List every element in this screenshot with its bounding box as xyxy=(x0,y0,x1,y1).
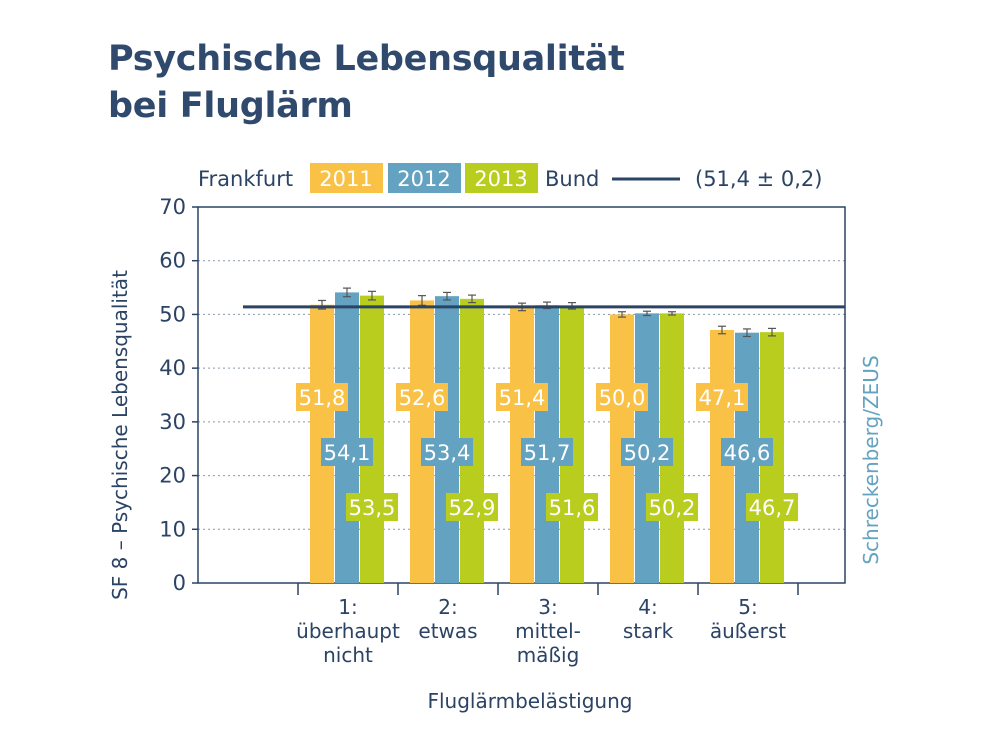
data-label-2013: 46,7 xyxy=(749,496,796,520)
chart-title-line-2: bei Fluglärm xyxy=(108,86,353,126)
data-label-box-2011 xyxy=(596,383,648,411)
data-label-2013: 52,9 xyxy=(449,496,496,520)
data-label-box-2013 xyxy=(646,493,698,521)
data-label-box-2013 xyxy=(346,493,398,521)
x-axis-title: Fluglärmbelästigung xyxy=(428,689,633,713)
data-label-2011: 51,4 xyxy=(499,386,546,410)
x-category-label: 1: xyxy=(338,595,357,619)
legend-swatch-2013 xyxy=(465,163,538,193)
data-label-2012: 50,2 xyxy=(624,441,671,465)
y-tick-label: 70 xyxy=(159,195,186,219)
data-label-2013: 53,5 xyxy=(349,496,396,520)
legend-swatch-2012 xyxy=(388,163,461,193)
legend-group-label: Frankfurt xyxy=(198,167,293,191)
data-label-2011: 51,8 xyxy=(299,386,346,410)
x-category-label: mittel- xyxy=(515,619,581,643)
data-label-box-2012 xyxy=(721,438,773,466)
legend-label-2012: 2012 xyxy=(397,167,450,191)
x-category-label: mäßig xyxy=(517,643,580,667)
source-credit: Schreckenberg/ZEUS xyxy=(859,355,883,564)
data-label-2012: 46,6 xyxy=(724,441,771,465)
data-label-box-2011 xyxy=(496,383,548,411)
data-label-box-2011 xyxy=(696,383,748,411)
data-label-box-2012 xyxy=(621,438,673,466)
legend-swatch-2011 xyxy=(310,163,383,193)
x-category-label: etwas xyxy=(418,619,477,643)
legend-label-2011: 2011 xyxy=(319,167,372,191)
data-label-box-2013 xyxy=(546,493,598,521)
data-label-2012: 54,1 xyxy=(324,441,371,465)
legend: Frankfurt 2011 2012 2013 Bund (51,4 ± 0,… xyxy=(198,163,823,193)
data-label-2013: 51,6 xyxy=(549,496,596,520)
y-tick-label: 0 xyxy=(173,571,186,595)
data-label-box-2011 xyxy=(396,383,448,411)
y-tick-label: 10 xyxy=(159,517,186,541)
data-label-2013: 50,2 xyxy=(649,496,696,520)
y-tick-label: 30 xyxy=(159,410,186,434)
x-category-label: 4: xyxy=(638,595,657,619)
bar-2012 xyxy=(335,292,359,583)
data-label-box-2012 xyxy=(321,438,373,466)
y-tick-label: 20 xyxy=(159,464,186,488)
y-tick-label: 50 xyxy=(159,302,186,326)
legend-reference-value: (51,4 ± 0,2) xyxy=(695,167,823,191)
plot-area: 0 10 20 30 40 50 60 70 51,8 52,6 51,4 50,0 47,1 54,1 5… xyxy=(159,195,846,667)
x-category-label: 2: xyxy=(438,595,457,619)
x-category-label: 3: xyxy=(538,595,557,619)
x-category-label: überhaupt xyxy=(296,619,400,643)
data-label-2011: 52,6 xyxy=(399,386,446,410)
y-tick-label: 40 xyxy=(159,356,186,380)
x-category-label: 5: xyxy=(738,595,757,619)
x-category-label: stark xyxy=(623,619,674,643)
data-label-box-2012 xyxy=(421,438,473,466)
y-tick-label: 60 xyxy=(159,249,186,273)
legend-reference-label: Bund xyxy=(545,167,599,191)
legend-label-2013: 2013 xyxy=(474,167,527,191)
data-label-box-2012 xyxy=(521,438,573,466)
data-label-box-2013 xyxy=(446,493,498,521)
data-label-2012: 51,7 xyxy=(524,441,571,465)
data-label-2012: 53,4 xyxy=(424,441,471,465)
x-category-label: äußerst xyxy=(710,619,786,643)
data-label-box-2011 xyxy=(296,383,348,411)
x-category-label: nicht xyxy=(323,643,373,667)
data-label-2011: 47,1 xyxy=(699,386,746,410)
data-label-2011: 50,0 xyxy=(599,386,646,410)
data-label-box-2013 xyxy=(746,493,798,521)
chart-title: Psychische Lebensqualität bei Fluglärm xyxy=(108,36,625,130)
y-axis-title: SF 8 – Psychische Lebensqualität xyxy=(108,270,132,600)
chart-title-line-1: Psychische Lebensqualität xyxy=(108,39,625,79)
